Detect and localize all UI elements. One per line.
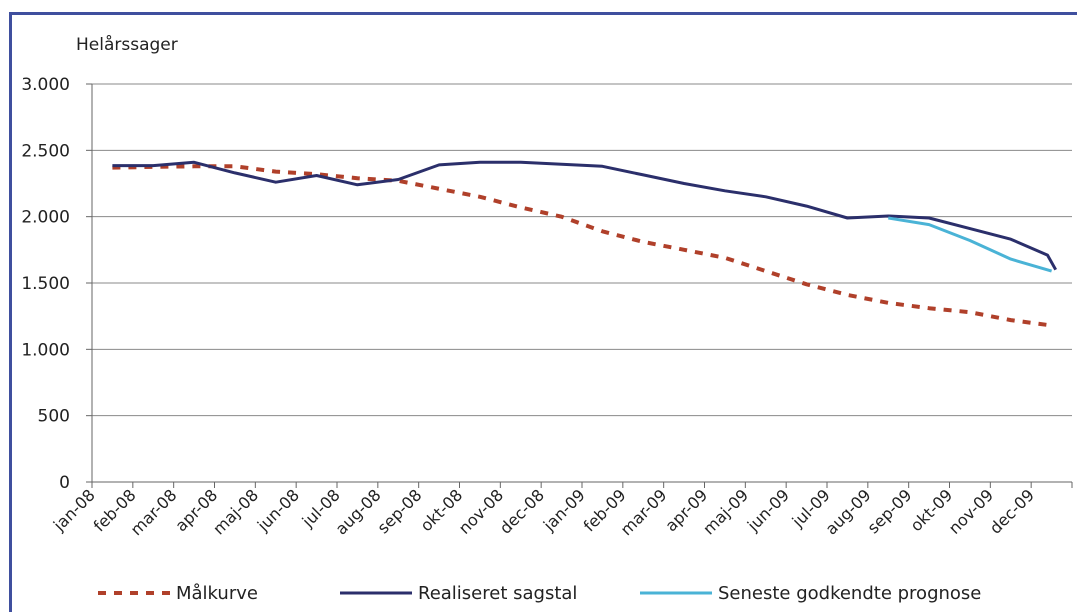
x-tick-label: sep-09 [864,485,916,537]
y-tick-label: 0 [59,473,70,493]
x-tick-label: mar-08 [127,485,181,539]
grid-lines [92,83,1072,417]
axes [86,83,1073,488]
chart-frame [9,12,1077,612]
y-tick-labels: 0 500 1.000 1.500 2.000 2.500 3.000 [21,75,70,493]
x-tick-label: maj-08 [209,485,262,538]
legend-label: Seneste godkendte prognose [718,583,981,604]
x-tick-label: jun-08 [253,485,303,535]
x-tick-label: jan-09 [539,485,589,535]
y-axis-label: Helårssager [76,34,178,55]
x-tick-label: aug-09 [821,485,874,538]
series-lines [112,160,1058,328]
legend-label: Realiseret sagstal [418,583,577,604]
x-tick-label: mar-09 [617,485,671,539]
series-line-1 [112,164,1052,328]
x-tick-label: aug-08 [331,485,384,538]
y-tick-label: 1.500 [21,274,70,294]
y-tick-label: 3.000 [21,75,70,95]
legend: Målkurve Realiseret sagstal Seneste godken… [98,583,981,604]
y-tick-label: 2.000 [21,208,70,228]
x-tick-label: jan-08 [49,485,99,535]
x-tick-label: dec-08 [496,485,548,537]
y-tick-label: 2.500 [21,141,70,161]
series-line-3 [888,216,1053,273]
x-tick-label: dec-09 [986,485,1038,537]
x-tick-label: nov-08 [455,485,507,537]
x-tick-label: maj-09 [699,485,752,538]
x-tick-label: nov-09 [945,485,997,537]
x-tick-label: sep-08 [374,485,426,537]
y-tick-label: 500 [38,407,70,427]
y-tick-label: 1.000 [21,340,70,360]
x-tick-labels: jan-08feb-08mar-08apr-08maj-08jun-08jul-… [49,485,1038,539]
series-line-2 [112,160,1058,271]
x-tick-label: jun-09 [743,485,793,535]
legend-label: Målkurve [176,583,258,604]
